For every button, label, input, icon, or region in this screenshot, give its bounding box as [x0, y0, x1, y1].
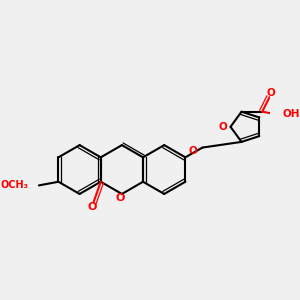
Text: O: O: [266, 88, 275, 98]
Text: O: O: [116, 193, 125, 202]
Text: O: O: [219, 122, 228, 132]
Text: OH: OH: [283, 109, 300, 119]
Text: O: O: [189, 146, 197, 156]
Text: OCH₃: OCH₃: [1, 180, 29, 190]
Text: O: O: [88, 202, 97, 212]
